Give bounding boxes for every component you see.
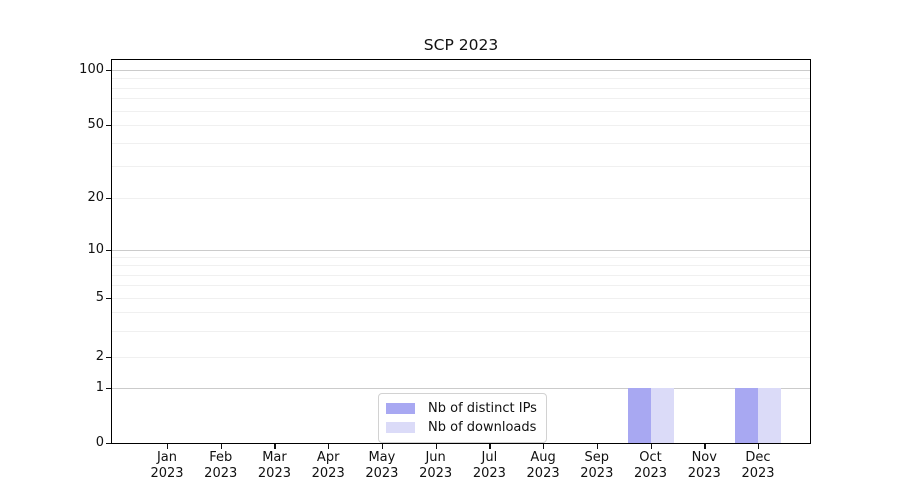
x-tick-month: Mar: [262, 450, 287, 465]
legend-label: Nb of distinct IPs: [428, 401, 537, 416]
x-tick-month: May: [368, 450, 396, 465]
x-axis-tick: [274, 444, 276, 449]
x-tick-month: Aug: [530, 450, 556, 465]
x-tick-month: Jun: [425, 450, 446, 465]
bar-downloads: [757, 388, 781, 443]
x-tick-year: 2023: [419, 465, 453, 481]
bar-distinct-ips: [627, 388, 651, 443]
x-axis-tick-label: May 2023: [340, 450, 424, 481]
minor-gridline: [112, 87, 810, 89]
y-axis-tick-label: 0: [95, 435, 104, 450]
x-tick-month: Dec: [745, 450, 771, 465]
minor-gridline: [112, 357, 810, 358]
x-axis-tick-label: Mar 2023: [232, 450, 316, 481]
y-axis-tick: [106, 250, 111, 252]
minor-gridline: [112, 78, 810, 80]
x-tick-month: Apr: [316, 450, 340, 465]
x-tick-year: 2023: [150, 465, 184, 481]
x-axis-tick-label: Dec 2023: [716, 450, 800, 481]
minor-gridline: [112, 312, 810, 314]
minor-gridline: [112, 142, 810, 144]
x-axis-tick-label: Apr 2023: [286, 450, 370, 481]
x-tick-year: 2023: [741, 465, 775, 481]
x-axis-tick-label: Feb 2023: [179, 450, 263, 481]
minor-gridline: [112, 274, 810, 276]
x-tick-year: 2023: [526, 465, 560, 481]
x-axis-tick: [167, 444, 169, 449]
y-axis-tick-label: 20: [87, 190, 104, 205]
major-gridline: [112, 250, 810, 251]
x-tick-year: 2023: [257, 465, 291, 481]
y-axis-tick: [106, 357, 111, 359]
x-tick-month: Feb: [209, 450, 233, 465]
y-axis-tick: [106, 443, 111, 445]
y-axis-tick: [106, 125, 111, 127]
minor-gridline: [112, 110, 810, 112]
x-axis-tick-label: Nov 2023: [662, 450, 746, 481]
y-axis-tick-label: 50: [87, 117, 104, 132]
x-axis-tick: [328, 444, 330, 449]
x-tick-month: Sep: [584, 450, 610, 465]
y-axis-tick: [106, 70, 111, 72]
x-tick-year: 2023: [311, 465, 345, 481]
legend-entry: Nb of distinct IPs: [386, 399, 537, 418]
x-tick-month: Jan: [156, 450, 178, 465]
y-axis-tick-label: 5: [95, 290, 104, 305]
x-tick-year: 2023: [365, 465, 399, 481]
x-tick-month: Oct: [639, 450, 662, 465]
legend-label: Nb of downloads: [428, 420, 537, 435]
x-axis-tick: [596, 444, 599, 449]
legend: Nb of distinct IPs Nb of downloads: [378, 393, 547, 443]
y-axis-tick: [106, 198, 111, 200]
x-axis-tick: [650, 444, 652, 449]
x-axis-tick: [435, 444, 437, 449]
plot-area: [111, 59, 811, 444]
x-axis-tick-label: Jun 2023: [394, 450, 478, 481]
x-tick-year: 2023: [472, 465, 506, 481]
x-tick-year: 2023: [687, 465, 721, 481]
chart-title: SCP 2023: [423, 36, 499, 54]
x-axis-tick: [489, 444, 491, 449]
major-gridline: [112, 70, 810, 71]
x-tick-month: Jul: [481, 450, 498, 465]
x-axis-tick-label: Jan 2023: [125, 450, 209, 481]
x-axis-tick-label: Jul 2023: [447, 450, 531, 481]
minor-gridline: [112, 198, 810, 199]
legend-entry: Nb of downloads: [386, 418, 537, 437]
minor-gridline: [112, 298, 810, 299]
x-axis-tick-label: Sep 2023: [555, 450, 639, 481]
x-axis-tick-label: Oct 2023: [609, 450, 693, 481]
x-axis-tick: [220, 444, 223, 449]
minor-gridline: [112, 330, 810, 332]
x-tick-year: 2023: [633, 465, 668, 481]
minor-gridline: [112, 125, 810, 126]
x-tick-month: Nov: [691, 450, 717, 465]
x-axis-tick: [704, 444, 706, 449]
x-axis-tick: [543, 444, 545, 449]
minor-gridline: [112, 98, 810, 100]
minor-gridline: [112, 257, 810, 259]
y-axis-tick-label: 2: [95, 349, 104, 364]
y-axis-tick: [106, 298, 111, 300]
x-axis-tick-label: Aug 2023: [501, 450, 585, 481]
minor-gridline: [112, 165, 810, 167]
y-axis-tick-label: 1: [95, 380, 104, 395]
x-tick-year: 2023: [580, 465, 614, 481]
y-axis-tick-label: 10: [87, 242, 104, 257]
y-axis-tick: [106, 388, 111, 390]
bar-downloads: [650, 388, 674, 443]
x-tick-year: 2023: [204, 465, 238, 481]
x-axis-tick: [381, 444, 384, 449]
x-axis-tick: [757, 444, 760, 449]
minor-gridline: [112, 265, 810, 267]
y-axis-tick-label: 100: [79, 62, 104, 77]
legend-swatch: [386, 422, 415, 433]
major-gridline: [112, 388, 810, 389]
minor-gridline: [112, 285, 810, 287]
legend-swatch: [386, 403, 415, 414]
bar-distinct-ips: [734, 388, 758, 443]
